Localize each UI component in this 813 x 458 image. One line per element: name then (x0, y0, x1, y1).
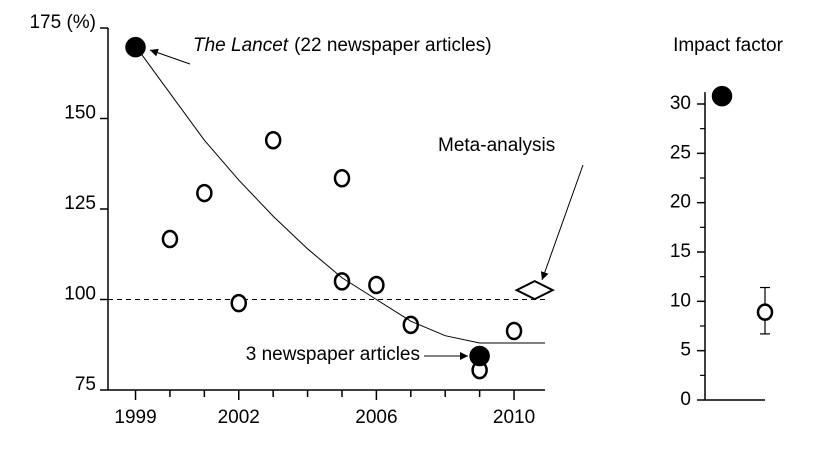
point (230, 293, 248, 313)
x-tick-label: 1999 (114, 407, 156, 428)
point (264, 130, 282, 150)
point (756, 303, 774, 321)
arrow (149, 48, 191, 65)
arrow (540, 164, 584, 281)
y-tick-label: 25 (670, 142, 691, 163)
point (196, 183, 213, 203)
y-tick-label: 150 (64, 103, 96, 124)
point (161, 229, 179, 249)
y-tick-label: 75 (75, 374, 96, 395)
y-tick-label: 30 (670, 93, 691, 114)
y-tick-label: 100 (64, 284, 96, 305)
y-tick-label: 175 (%) (29, 12, 96, 33)
point (469, 345, 490, 367)
x-tick-label: 2006 (355, 407, 397, 428)
annotation-text: (22 newspaper articles) (294, 35, 491, 56)
annotation: The Lancet (22 newspaper articles) (193, 35, 492, 56)
annotation: Meta-analysis (438, 135, 555, 156)
diamond-marker (514, 279, 555, 301)
y-tick-label: 10 (670, 290, 691, 311)
x-tick-label: 2010 (493, 407, 535, 428)
y-tick-label: 0 (680, 389, 691, 410)
y-tick-label: 15 (670, 241, 691, 262)
x-tick-label: 2002 (218, 407, 260, 428)
y-tick-label: 20 (670, 192, 691, 213)
y-tick-label: 5 (680, 340, 691, 361)
point (402, 315, 420, 335)
point (368, 275, 385, 295)
point (711, 85, 733, 107)
point (125, 36, 146, 58)
point (505, 321, 523, 341)
point (333, 168, 351, 188)
point (333, 272, 351, 291)
y-tick-label: 125 (64, 193, 96, 214)
trend-line (135, 45, 545, 344)
annotation-italic: The Lancet (193, 35, 289, 56)
annotation: 3 newspaper articles (246, 344, 420, 365)
panel-title: Impact factor (673, 35, 783, 56)
